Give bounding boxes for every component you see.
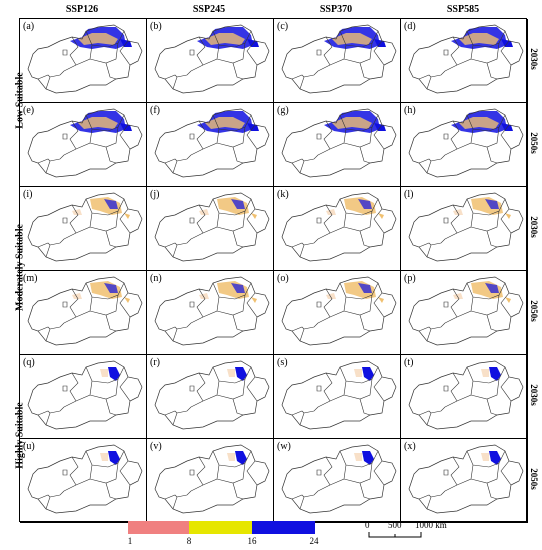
legend-tick-1: 1 bbox=[127, 536, 133, 546]
panel-label: (l) bbox=[404, 189, 414, 200]
panel-label: (q) bbox=[23, 357, 35, 368]
map-panel: (k) bbox=[274, 187, 401, 271]
map-panel: (s) bbox=[274, 355, 401, 439]
panel-label: (u) bbox=[23, 441, 35, 452]
map-panel: (p) bbox=[401, 271, 528, 355]
panel-label: (p) bbox=[404, 273, 416, 284]
xinjiang-map bbox=[27, 276, 143, 346]
panel-label: (m) bbox=[23, 273, 38, 284]
scale-label-1000: 1000 km bbox=[415, 520, 447, 530]
panel-label: (e) bbox=[23, 105, 35, 116]
panel-label: (g) bbox=[277, 105, 289, 116]
map-panel: (r) bbox=[147, 355, 274, 439]
xinjiang-map bbox=[281, 24, 397, 94]
xinjiang-map bbox=[154, 360, 270, 430]
decade-label: 2050s bbox=[529, 468, 539, 490]
map-panel: (v) bbox=[147, 439, 274, 523]
panel-label: (d) bbox=[404, 21, 416, 32]
xinjiang-map bbox=[408, 24, 524, 94]
legend-tick-24: 24 bbox=[309, 536, 319, 546]
map-panel: (u) bbox=[20, 439, 147, 523]
xinjiang-map bbox=[408, 276, 524, 346]
xinjiang-map bbox=[281, 108, 397, 178]
panel-label: (k) bbox=[277, 189, 289, 200]
xinjiang-map bbox=[281, 360, 397, 430]
panel-label: (h) bbox=[404, 105, 416, 116]
decade-label: 2050s bbox=[529, 132, 539, 154]
panel-label: (o) bbox=[277, 273, 289, 284]
xinjiang-map bbox=[281, 444, 397, 514]
xinjiang-map bbox=[154, 276, 270, 346]
xinjiang-map bbox=[281, 276, 397, 346]
map-panel: (l) bbox=[401, 187, 528, 271]
xinjiang-map bbox=[408, 444, 524, 514]
legend-band-8-16 bbox=[189, 521, 252, 534]
map-panel: (w) bbox=[274, 439, 401, 523]
xinjiang-map bbox=[154, 24, 270, 94]
panel-label: (b) bbox=[150, 21, 162, 32]
xinjiang-map bbox=[154, 108, 270, 178]
scale-bar-line bbox=[368, 532, 422, 538]
map-panel-grid: (a) (b) (c bbox=[19, 18, 528, 523]
decade-label: 2030s bbox=[529, 384, 539, 406]
xinjiang-map bbox=[408, 360, 524, 430]
xinjiang-map bbox=[27, 360, 143, 430]
decade-label: 2030s bbox=[529, 48, 539, 70]
panel-label: (n) bbox=[150, 273, 162, 284]
panel-label: (c) bbox=[277, 21, 289, 32]
scale-label-0: 0 bbox=[365, 520, 370, 530]
map-panel: (m) bbox=[20, 271, 147, 355]
map-panel: (e) bbox=[20, 103, 147, 187]
legend-band-1-8 bbox=[128, 521, 189, 534]
xinjiang-map bbox=[154, 192, 270, 262]
xinjiang-map bbox=[281, 192, 397, 262]
xinjiang-map bbox=[408, 192, 524, 262]
panel-label: (t) bbox=[404, 357, 414, 368]
panel-label: (v) bbox=[150, 441, 162, 452]
map-panel: (a) bbox=[20, 19, 147, 103]
decade-label: 2030s bbox=[529, 216, 539, 238]
panel-label: (i) bbox=[23, 189, 33, 200]
xinjiang-map bbox=[27, 192, 143, 262]
column-header-ssp245: SSP245 bbox=[192, 4, 226, 15]
panel-label: (r) bbox=[150, 357, 160, 368]
legend-tick-8: 8 bbox=[186, 536, 192, 546]
map-panel: (d) bbox=[401, 19, 528, 103]
panel-label: (x) bbox=[404, 441, 416, 452]
map-panel: (x) bbox=[401, 439, 528, 523]
scale-bar: 0 500 1000 km bbox=[362, 520, 522, 540]
legend-tick-16: 16 bbox=[247, 536, 257, 546]
column-header-ssp126: SSP126 bbox=[65, 4, 99, 15]
map-panel: (t) bbox=[401, 355, 528, 439]
panel-label: (a) bbox=[23, 21, 35, 32]
column-header-ssp370: SSP370 bbox=[319, 4, 353, 15]
legend-band-16-24 bbox=[252, 521, 315, 534]
map-panel: (f) bbox=[147, 103, 274, 187]
map-panel: (o) bbox=[274, 271, 401, 355]
map-panel: (n) bbox=[147, 271, 274, 355]
scale-label-500: 500 bbox=[388, 520, 402, 530]
panel-label: (f) bbox=[150, 105, 160, 116]
xinjiang-map bbox=[27, 444, 143, 514]
map-panel: (g) bbox=[274, 103, 401, 187]
xinjiang-map bbox=[408, 108, 524, 178]
map-panel: (b) bbox=[147, 19, 274, 103]
map-panel: (j) bbox=[147, 187, 274, 271]
decade-label: 2050s bbox=[529, 300, 539, 322]
map-panel: (i) bbox=[20, 187, 147, 271]
panel-label: (w) bbox=[277, 441, 291, 452]
map-panel: (c) bbox=[274, 19, 401, 103]
column-header-ssp585: SSP585 bbox=[446, 4, 480, 15]
panel-label: (s) bbox=[277, 357, 288, 368]
xinjiang-map bbox=[154, 444, 270, 514]
panel-label: (j) bbox=[150, 189, 160, 200]
map-panel: (q) bbox=[20, 355, 147, 439]
xinjiang-map bbox=[27, 108, 143, 178]
xinjiang-map bbox=[27, 24, 143, 94]
map-panel: (h) bbox=[401, 103, 528, 187]
